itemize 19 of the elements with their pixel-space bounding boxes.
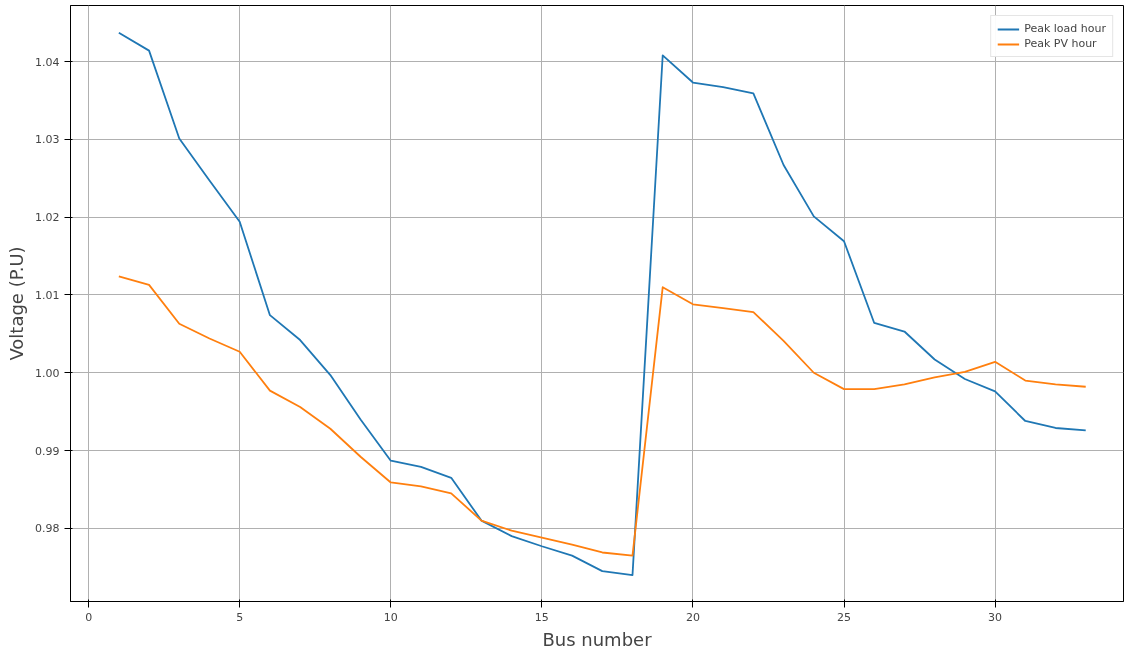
- x-tick-label: 30: [988, 610, 1003, 624]
- line-series: [117, 275, 1087, 557]
- x-tick-label: 25: [837, 610, 852, 624]
- x-tick-label: 0: [85, 610, 93, 624]
- x-tick-label: 20: [685, 610, 700, 624]
- x-tick-label: 10: [383, 610, 398, 624]
- x-axis-title: Bus number: [542, 628, 653, 650]
- y-tick-label: 1.01: [35, 288, 60, 302]
- legend-label: Peak load hour: [1024, 22, 1106, 35]
- x-tick-label: 5: [236, 610, 244, 624]
- x-tick-label: 15: [534, 610, 549, 624]
- y-tick-label: 1.04: [35, 55, 60, 69]
- y-tick-label: 0.98: [35, 522, 60, 536]
- y-axis-title: Voltage (P.U): [6, 246, 28, 361]
- y-tick-label: 1.00: [35, 366, 60, 380]
- y-tick-label: 1.03: [35, 133, 60, 147]
- y-tick-label: 0.99: [35, 444, 60, 458]
- y-tick-label: 1.02: [35, 211, 60, 225]
- legend-label: Peak PV hour: [1024, 37, 1097, 50]
